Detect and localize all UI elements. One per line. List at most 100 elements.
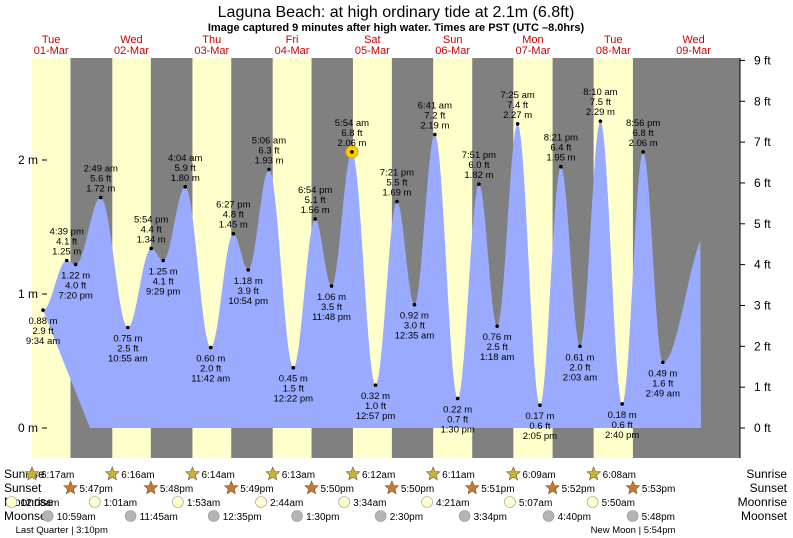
tide-annotation-text: 2:40 pm — [605, 430, 639, 441]
right-axis-tick-label: 0 ft — [754, 421, 771, 435]
right-axis-tick-label: 3 ft — [754, 298, 771, 312]
high-tide-point — [477, 182, 481, 186]
sun-star-icon — [63, 480, 78, 495]
moonrise-time: 5:50am — [602, 498, 635, 509]
tide-annotation-text: 6.8 ft — [341, 128, 362, 139]
day-date-label: 05-Mar — [355, 45, 390, 57]
tide-annotation-text: 12:35 am — [395, 331, 435, 342]
moonset-time: 4:40pm — [558, 512, 591, 523]
day-date-label: 07-Mar — [516, 45, 551, 57]
moonset-icon — [124, 510, 137, 522]
daylight-band — [32, 58, 71, 458]
tide-annotation-text: 1:30 pm — [441, 425, 475, 436]
moonrise-icon — [172, 496, 184, 508]
sun-star-icon — [384, 480, 400, 495]
tide-annotation-text: 0.17 m — [525, 411, 554, 422]
event-row-label-right: Moonrise — [738, 495, 788, 509]
right-axis-tick-label: 9 ft — [754, 53, 771, 67]
right-axis-tick-label: 6 ft — [754, 176, 771, 190]
moonrise-icon — [88, 496, 101, 508]
tide-annotation-text: 2:03 am — [563, 372, 597, 383]
tide-annotation-text: 6.8 ft — [633, 128, 654, 139]
tide-annotation-text: 6:54 pm — [298, 185, 332, 196]
tide-annotation-text: 1.45 m — [219, 220, 248, 231]
tide-annotation-text: 1.72 m — [86, 184, 115, 195]
sun-star-icon — [185, 466, 200, 481]
tide-annotation-text: 0.32 m — [361, 391, 390, 402]
tide-annotation-text: 2.29 m — [586, 107, 615, 118]
tide-annotation-text: 1.69 m — [382, 188, 411, 199]
tide-annotation-text: 4.4 ft — [141, 224, 162, 235]
tide-annotation-text: 2.27 m — [503, 110, 532, 121]
tide-annotation-text: 0.49 m — [648, 368, 677, 379]
sun-star-icon — [104, 466, 120, 481]
sun-star-icon — [223, 480, 239, 495]
day-date-label: 03-Mar — [194, 45, 229, 57]
day-name-label: Wed — [682, 34, 704, 46]
sunset-time: 5:53pm — [642, 484, 675, 495]
moonrise-time: 1:01am — [104, 498, 137, 509]
tide-annotation-text: 7:51 pm — [462, 150, 496, 161]
low-tide-point — [661, 360, 665, 365]
sun-star-icon — [545, 480, 560, 495]
moonset-icon — [626, 510, 639, 522]
moonrise-icon — [421, 496, 433, 508]
low-tide-point — [41, 308, 45, 312]
tide-annotation-text: 8:21 pm — [544, 133, 578, 144]
day-date-label: 06-Mar — [435, 45, 470, 57]
tide-annotation-text: 9:34 am — [26, 336, 60, 347]
tide-annotation-text: 2.9 ft — [32, 326, 53, 337]
tide-annotation-text: 1.80 m — [171, 173, 200, 184]
moonset-icon — [458, 510, 471, 522]
moon-phase-label: Last Quarter | 3:10pm — [16, 525, 108, 536]
tide-annotation-text: 1.82 m — [464, 170, 493, 181]
tide-annotation-text: 0.45 m — [279, 374, 308, 385]
moonset-icon — [542, 510, 555, 522]
day-name-label: Sat — [364, 34, 381, 46]
sun-star-icon — [24, 466, 40, 481]
sun-star-icon — [505, 466, 521, 481]
sunrise-time: 6:11am — [442, 470, 475, 481]
moonset-icon — [41, 510, 54, 522]
tide-annotation-text: 8:56 pm — [626, 118, 660, 129]
moonrise-time: 5:07am — [519, 498, 552, 509]
day-name-label: Mon — [522, 34, 543, 46]
right-axis-tick-label: 1 ft — [754, 380, 771, 394]
low-tide-point — [455, 396, 460, 401]
low-tide-point — [208, 345, 213, 350]
day-date-label: 08-Mar — [596, 45, 631, 57]
tide-annotation-text: 3.9 ft — [238, 286, 259, 297]
tide-annotation-text: 5.1 ft — [305, 195, 326, 206]
sun-star-icon — [265, 466, 281, 481]
tide-annotation-text: 2.5 ft — [487, 342, 508, 353]
tide-water-area — [43, 121, 701, 428]
tide-annotation-text: 4.1 ft — [153, 277, 174, 288]
tide-annotation-text: 6:41 am — [418, 101, 452, 112]
high-tide-point — [98, 195, 103, 200]
tide-annotation-text: 2.5 ft — [117, 344, 138, 355]
chart-subtitle: Image captured 9 minutes after high wate… — [208, 22, 585, 34]
moonrise-icon — [586, 496, 599, 508]
tide-annotation-text: 4:39 pm — [50, 227, 84, 238]
event-row-label-right: Sunset — [750, 481, 788, 495]
tide-annotation-text: 1.95 m — [546, 153, 575, 164]
low-tide-point — [73, 262, 78, 267]
tide-annotation-text: 5:06 am — [252, 135, 286, 146]
tide-annotation-text: 0.22 m — [443, 405, 472, 416]
high-tide-point — [598, 119, 603, 123]
axes: 0 m 1 m 2 m 0 ft 1 ft 2 ft 3 ft 4 ft 5 ft 6 ft 7 f… — [18, 53, 771, 458]
tide-annotation-text: 1.0 ft — [365, 401, 386, 412]
moonset-icon — [374, 510, 387, 522]
tide-annotation-text: 7:20 pm — [59, 291, 93, 302]
tide-annotation-text: 1.5 ft — [283, 384, 304, 395]
day-date-label: 09-Mar — [676, 45, 711, 57]
low-tide-point — [126, 325, 130, 330]
tide-annotation-text: 6:27 pm — [216, 200, 250, 211]
tide-annotation-text: 0.76 m — [483, 332, 512, 343]
moonrise-icon — [338, 496, 350, 508]
tide-annotation-text: 0.6 ft — [612, 420, 633, 431]
day-name-label: Fri — [286, 34, 299, 46]
tide-annotation-text: 10:54 pm — [228, 296, 268, 307]
tide-annotation-text: 7.4 ft — [507, 100, 528, 111]
